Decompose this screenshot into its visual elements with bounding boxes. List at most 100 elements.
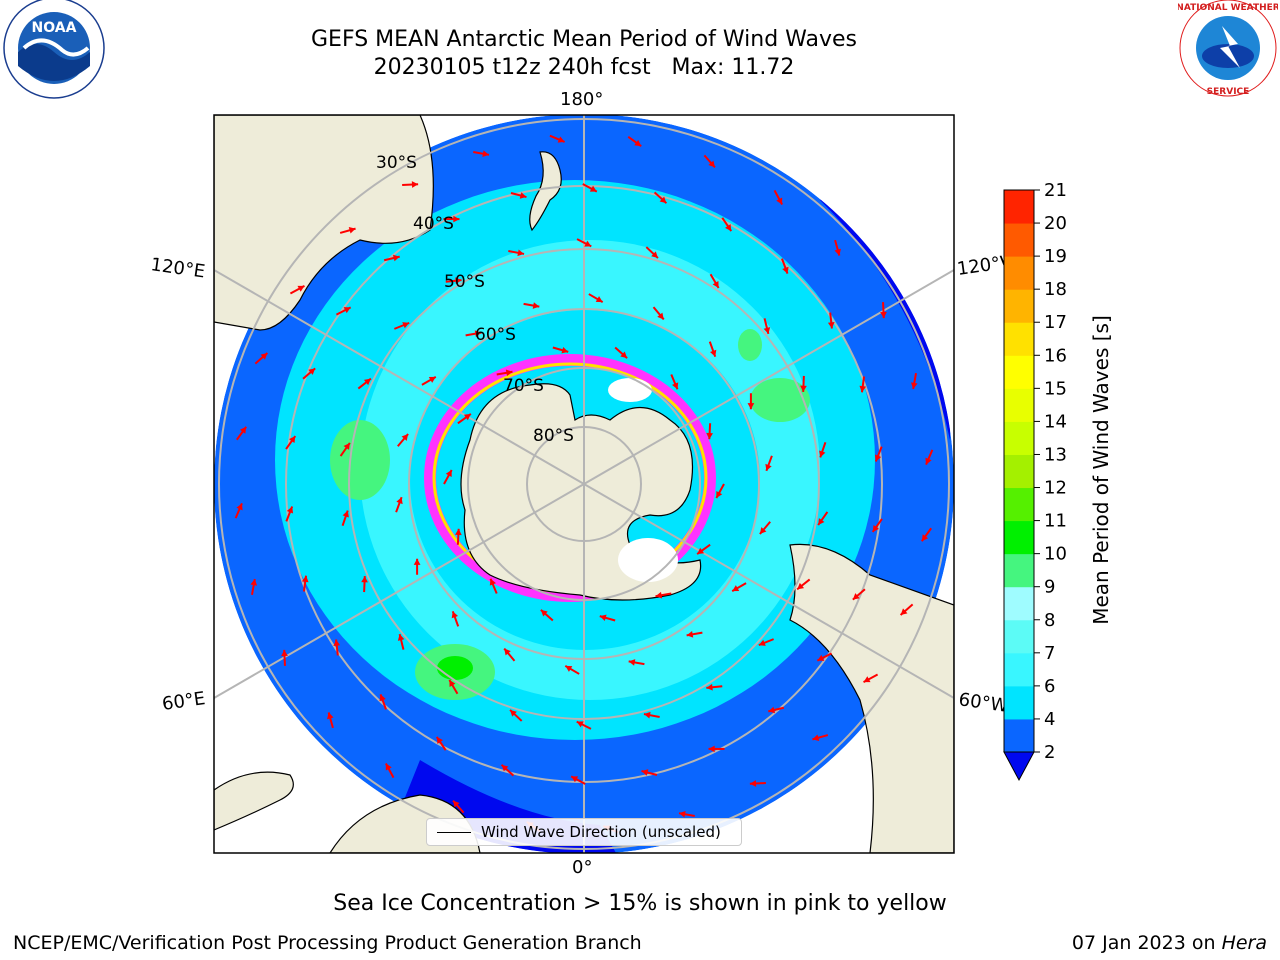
wind-arrow-head [818, 518, 825, 526]
wind-arrow-head [709, 349, 717, 357]
colorbar-tick-label: 19 [1044, 246, 1067, 267]
colorbar-segment [1004, 553, 1034, 588]
ross-ice-shelf [608, 378, 652, 402]
wind-arrow-head [510, 709, 517, 717]
colorbar-tick-label: 15 [1044, 378, 1067, 399]
wind-arrow-head [584, 240, 592, 247]
noaa-logo: NOAA [2, 0, 106, 100]
lon-label-180: 180° [560, 89, 603, 110]
wind-arrow-head [361, 576, 368, 583]
colorbar-tick-label: 12 [1044, 478, 1067, 499]
map-legend: Wind Wave Direction (unscaled) [426, 818, 742, 846]
wind-arrow-head [834, 248, 841, 256]
colorbar-tick-label: 16 [1044, 345, 1067, 366]
wind-arrow-head [517, 249, 525, 257]
wind-arrow-head [565, 665, 573, 672]
antarctica-land [460, 383, 702, 601]
colorbar-segment [1004, 355, 1034, 389]
wind-arrow-head [286, 506, 294, 514]
footer-date: 07 Jan 2023 on Hera [1072, 932, 1267, 954]
new-zealand-land [529, 151, 562, 232]
wind-arrow-head [445, 469, 452, 477]
colorbar-tick-label: 11 [1044, 511, 1067, 532]
wind-arrow-head [708, 745, 715, 753]
wind-arrow-head [620, 351, 628, 359]
wind-arrow-head [428, 376, 436, 383]
colorbar-segment [1004, 619, 1034, 654]
lat-label-70s: 70°S [503, 376, 544, 396]
colorbar-segment [1004, 652, 1034, 687]
colorbar-tick-label: 21 [1044, 180, 1067, 201]
wind-arrow-head [880, 311, 887, 319]
colorbar-tick-label: 8 [1044, 610, 1055, 631]
colorbar-label: Mean Period of Wind Waves [s] [1089, 315, 1113, 625]
wind-arrow-head [599, 614, 607, 622]
wind-arrow-head [859, 385, 867, 393]
colorbar-segment [1004, 487, 1034, 522]
svg-text:SERVICE: SERVICE [1207, 87, 1250, 97]
wind-wave-arrows [234, 134, 934, 834]
wind-arrow-head [297, 285, 305, 292]
wind-arrow-head [397, 634, 405, 641]
colorbar-extend-triangle [1003, 751, 1035, 782]
lat-label-50s: 50°S [444, 272, 485, 292]
australia-land [214, 115, 434, 331]
meridians [214, 115, 954, 853]
colorbar-tick-label: 9 [1044, 577, 1055, 598]
lat-label-60s: 60°S [475, 325, 516, 345]
colorbar-ticks: 2 4 6 7 8 9 10 11 12 13 14 15 16 17 18 19 20 21 [1034, 180, 1067, 763]
lat-label-40s: 40°S [413, 214, 454, 234]
colorbar-segment [1004, 223, 1034, 257]
wind-arrow-head [758, 639, 766, 646]
colorbar-segment [1004, 289, 1034, 323]
colorbar-segment [1004, 322, 1034, 356]
wind-arrow-head [343, 442, 350, 450]
wind-arrow-head [589, 185, 597, 192]
chart-subtitle: 20230105 t12z 240h fcst Max: 11.72 [373, 55, 795, 80]
wind-arrow-head [812, 734, 820, 741]
wind-arrow-head [712, 281, 719, 289]
wind-arrow-head [595, 296, 603, 303]
footer-date-text: 07 Jan 2023 on [1071, 932, 1222, 954]
wind-arrow-head [732, 585, 740, 592]
sea-ice-ring [424, 354, 716, 602]
wind-arrow-head [396, 497, 403, 505]
colorbar-segments [1004, 190, 1034, 753]
wind-arrow-head [747, 403, 755, 410]
wind-arrow-head [411, 181, 419, 188]
colorbar-tick-label: 2 [1044, 742, 1055, 763]
svg-text:NATIONAL WEATHER: NATIONAL WEATHER [1178, 3, 1278, 13]
wind-arrow-head [768, 706, 776, 714]
wind-arrow-head [655, 591, 663, 599]
wind-arrow-head [708, 160, 715, 168]
sea-ice-note: Sea Ice Concentration > 15% is shown in … [333, 891, 947, 916]
colorbar-segment [1004, 421, 1034, 455]
wind-arrow-head [379, 694, 386, 702]
wind-arrow-head [634, 139, 642, 147]
wind-arrow-head [557, 136, 565, 143]
wind-arrow-head [776, 197, 783, 205]
wind-arrow-head [706, 432, 713, 440]
wind-arrow-head [561, 346, 569, 354]
wind-arrow-head [716, 491, 723, 499]
wind-arrow-head [482, 150, 489, 158]
wind-arrow-head [628, 659, 636, 666]
wind-arrow-head [250, 579, 258, 586]
wind-arrow-head [402, 322, 410, 329]
lat-label-30s: 30°S [376, 153, 417, 173]
wind-arrow-head [260, 353, 268, 360]
wind-arrow-head [327, 712, 334, 720]
wind-arrow-head [505, 369, 513, 377]
lon-label-60e: 60°E [161, 688, 207, 715]
wind-arrow-head [504, 648, 511, 656]
colorbar-segment [1004, 190, 1034, 224]
colorbar-segment [1004, 256, 1034, 290]
wind-arrow-head [363, 378, 371, 386]
wind-arrow-head [672, 382, 679, 390]
wind-arrow-head [401, 434, 409, 441]
colorbar-segment [1004, 718, 1034, 753]
wind-arrow-head [679, 810, 686, 818]
wind-arrow-head [239, 426, 247, 434]
wind-arrow-head [301, 575, 309, 583]
